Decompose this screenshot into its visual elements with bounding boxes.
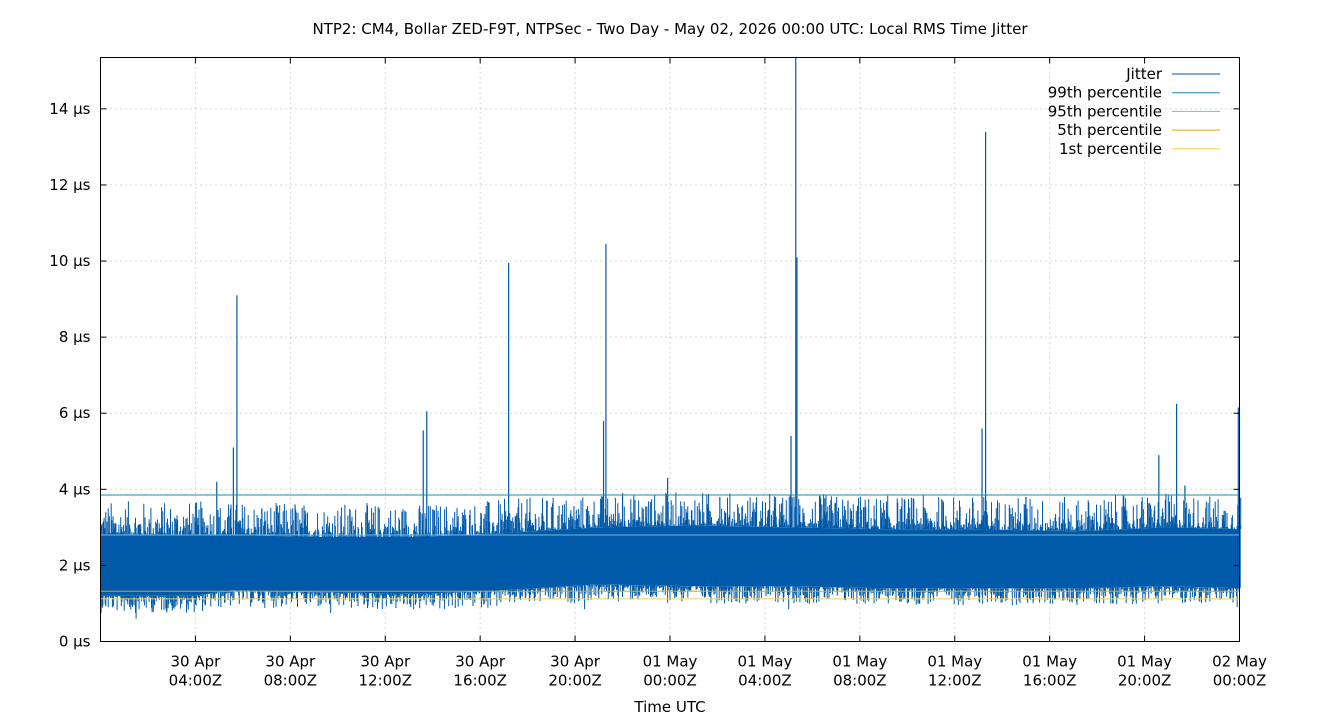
y-tick-label: 4 µs [59, 480, 91, 498]
x-tick-label-date: 01 May [927, 653, 982, 671]
x-tick-label-time: 04:00Z [169, 672, 223, 690]
x-tick-label-time: 16:00Z [453, 672, 507, 690]
x-tick-label-time: 12:00Z [928, 672, 982, 690]
x-tick-label-date: 01 May [1022, 653, 1077, 671]
x-tick-label-date: 30 Apr [360, 653, 411, 671]
y-tick-label: 10 µs [49, 252, 90, 270]
y-tick-label: 6 µs [59, 404, 91, 422]
y-axis: 0 µs 2 µs 4 µs 6 µs 8 µs 10 µs 12 µs 14 µs [49, 100, 1240, 651]
jitter-band-fill [100, 525, 1241, 596]
x-tick-label-date: 30 Apr [550, 653, 601, 671]
y-tick-label: 8 µs [59, 328, 91, 346]
y-tick-label: 14 µs [49, 100, 90, 118]
x-tick-label-date: 01 May [832, 653, 887, 671]
x-tick-label-time: 04:00Z [738, 672, 792, 690]
y-tick-label: 2 µs [59, 556, 91, 574]
series-lines [100, 494, 1240, 600]
x-tick-label-date: 01 May [737, 653, 792, 671]
chart-title: NTP2: CM4, Bollar ZED-F9T, NTPSec - Two … [312, 20, 1028, 38]
legend-label: 5th percentile [1057, 121, 1162, 139]
legend-label: 95th percentile [1048, 102, 1162, 120]
x-tick-label-date: 30 Apr [265, 653, 316, 671]
x-tick-label-time: 08:00Z [833, 672, 887, 690]
x-tick-label-time: 20:00Z [548, 672, 602, 690]
y-tick-label: 0 µs [59, 633, 91, 651]
x-tick-label-time: 16:00Z [1023, 672, 1077, 690]
x-tick-label-time: 12:00Z [358, 672, 412, 690]
y-tick-label: 12 µs [49, 176, 90, 194]
x-tick-label-date: 30 Apr [171, 653, 222, 671]
legend-label: Jitter [1125, 65, 1163, 83]
x-tick-label-time: 20:00Z [1118, 672, 1172, 690]
legend-label: 99th percentile [1048, 84, 1162, 102]
x-tick-label-time: 08:00Z [264, 672, 318, 690]
x-axis-label: Time UTC [633, 698, 705, 716]
x-tick-label-date: 01 May [1117, 653, 1172, 671]
legend-label: 1st percentile [1059, 140, 1162, 158]
x-tick-label-date: 30 Apr [455, 653, 506, 671]
x-tick-label-date: 02 May [1212, 653, 1267, 671]
x-tick-label-time: 00:00Z [643, 672, 697, 690]
x-tick-label-date: 01 May [643, 653, 698, 671]
x-tick-label-time: 00:00Z [1213, 672, 1267, 690]
